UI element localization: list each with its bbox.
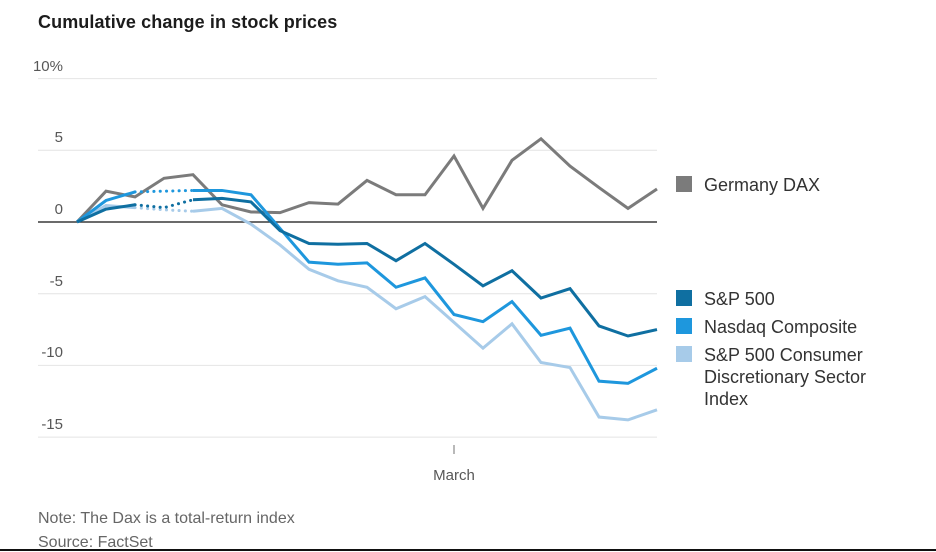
legend-swatch-germany-dax	[676, 176, 692, 192]
series-line-nasdaq-composite	[193, 188, 658, 385]
series-line-s-p-500-consumer-discretionary-sector-index	[192, 206, 658, 422]
legend-label-germany-dax: Germany DAX	[704, 175, 821, 195]
legend-swatch-nasdaq	[676, 318, 692, 334]
x-axis-label-march: March	[433, 467, 475, 484]
series-line-nasdaq-composite	[76, 190, 136, 224]
y-axis-tick-label: -10	[41, 344, 63, 362]
y-axis-tick-label: 10%	[32, 57, 63, 75]
footnote: Note: The Dax is a total-return index	[38, 510, 295, 527]
series-line-s-p-500-consumer-discretionary-sector-index-dotted-gap	[133, 206, 195, 213]
legend-swatch-consumer-discretionary	[676, 346, 692, 362]
series-line-s-p-500-dotted-gap	[133, 198, 195, 210]
series-line-s-p-500	[76, 203, 136, 224]
series-line-s-p-500	[192, 196, 658, 338]
legend-label-consumer-discretionary: S&P 500 Consumer Discretionary Sector In…	[704, 345, 867, 409]
chart-title: Cumulative change in stock prices	[38, 12, 338, 32]
series-line-germany-dax	[75, 136, 658, 224]
legend-swatch-sp500	[676, 290, 692, 306]
y-axis-tick-label: 5	[54, 129, 63, 147]
y-axis-tick-label: -15	[41, 416, 63, 434]
y-axis-tick-label: -5	[49, 272, 63, 290]
source-credit: Source: FactSet	[38, 534, 153, 551]
legend-label-nasdaq: Nasdaq Composite	[704, 317, 858, 337]
bottom-border	[0, 549, 936, 551]
legend-label-sp500: S&P 500	[704, 289, 775, 309]
y-axis-tick-label: 0	[54, 201, 63, 218]
